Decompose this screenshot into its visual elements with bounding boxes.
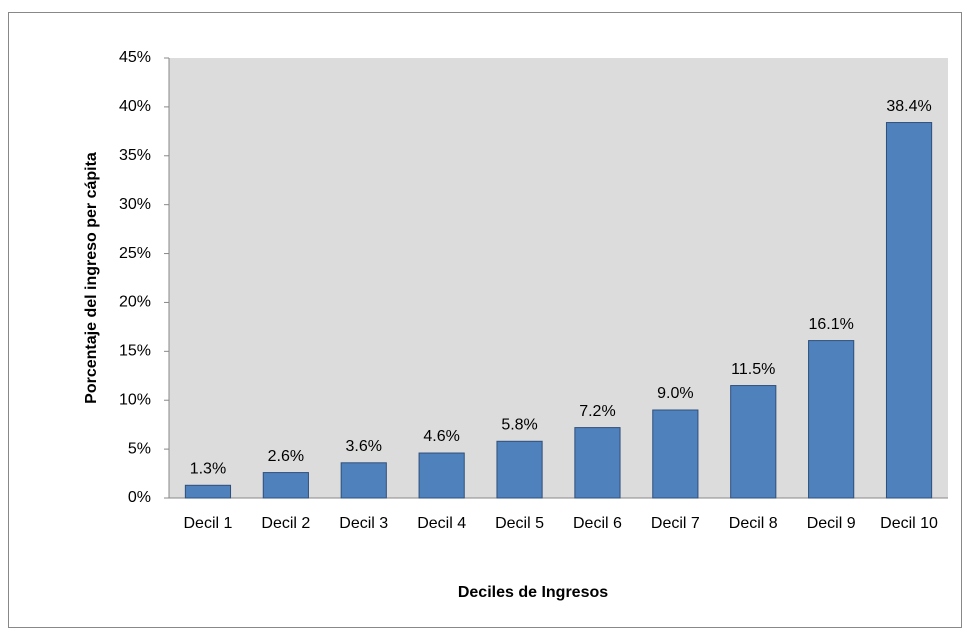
y-tick-label: 15% bbox=[119, 343, 151, 360]
y-tick-label: 30% bbox=[119, 196, 151, 213]
data-label: 4.6% bbox=[423, 428, 459, 445]
x-tick-label: Decil 5 bbox=[495, 515, 544, 532]
bar bbox=[340, 462, 387, 499]
x-tick-label: Decil 6 bbox=[573, 515, 622, 532]
bar bbox=[496, 440, 543, 499]
data-label: 1.3% bbox=[190, 461, 226, 478]
data-label: 7.2% bbox=[579, 403, 615, 420]
x-tick-label: Decil 7 bbox=[651, 515, 700, 532]
data-label: 3.6% bbox=[346, 438, 382, 455]
bar bbox=[262, 472, 309, 499]
y-tick-label: 45% bbox=[119, 49, 151, 66]
x-tick-label: Decil 3 bbox=[339, 515, 388, 532]
bar bbox=[184, 484, 232, 499]
y-tick-label: 40% bbox=[119, 98, 151, 115]
bar bbox=[652, 409, 699, 499]
data-label: 16.1% bbox=[808, 316, 853, 333]
y-tick-label: 5% bbox=[128, 440, 151, 457]
x-tick-label: Decil 10 bbox=[880, 515, 938, 532]
bar bbox=[418, 452, 465, 499]
bar bbox=[730, 385, 777, 499]
x-axis-title: Deciles de Ingresos bbox=[458, 584, 608, 601]
y-axis-title: Porcentaje del ingreso per cápita bbox=[83, 152, 100, 404]
y-tick-label: 10% bbox=[119, 391, 151, 408]
y-tick-label: 0% bbox=[128, 489, 151, 506]
x-tick-label: Decil 8 bbox=[729, 515, 778, 532]
x-tick-label: Decil 9 bbox=[807, 515, 856, 532]
x-tick-label: Decil 4 bbox=[417, 515, 466, 532]
y-tick-label: 35% bbox=[119, 147, 151, 164]
x-tick-label: Decil 2 bbox=[261, 515, 310, 532]
bar bbox=[885, 122, 933, 499]
y-tick-label: 25% bbox=[119, 245, 151, 262]
data-label: 38.4% bbox=[886, 98, 931, 115]
data-label: 11.5% bbox=[731, 361, 775, 378]
data-label: 2.6% bbox=[268, 448, 304, 465]
data-label: 9.0% bbox=[657, 385, 693, 402]
y-tick-label: 20% bbox=[119, 294, 151, 311]
bar bbox=[574, 427, 621, 499]
bar bbox=[808, 340, 855, 499]
x-tick-label: Decil 1 bbox=[183, 515, 232, 532]
data-label: 5.8% bbox=[501, 417, 537, 434]
